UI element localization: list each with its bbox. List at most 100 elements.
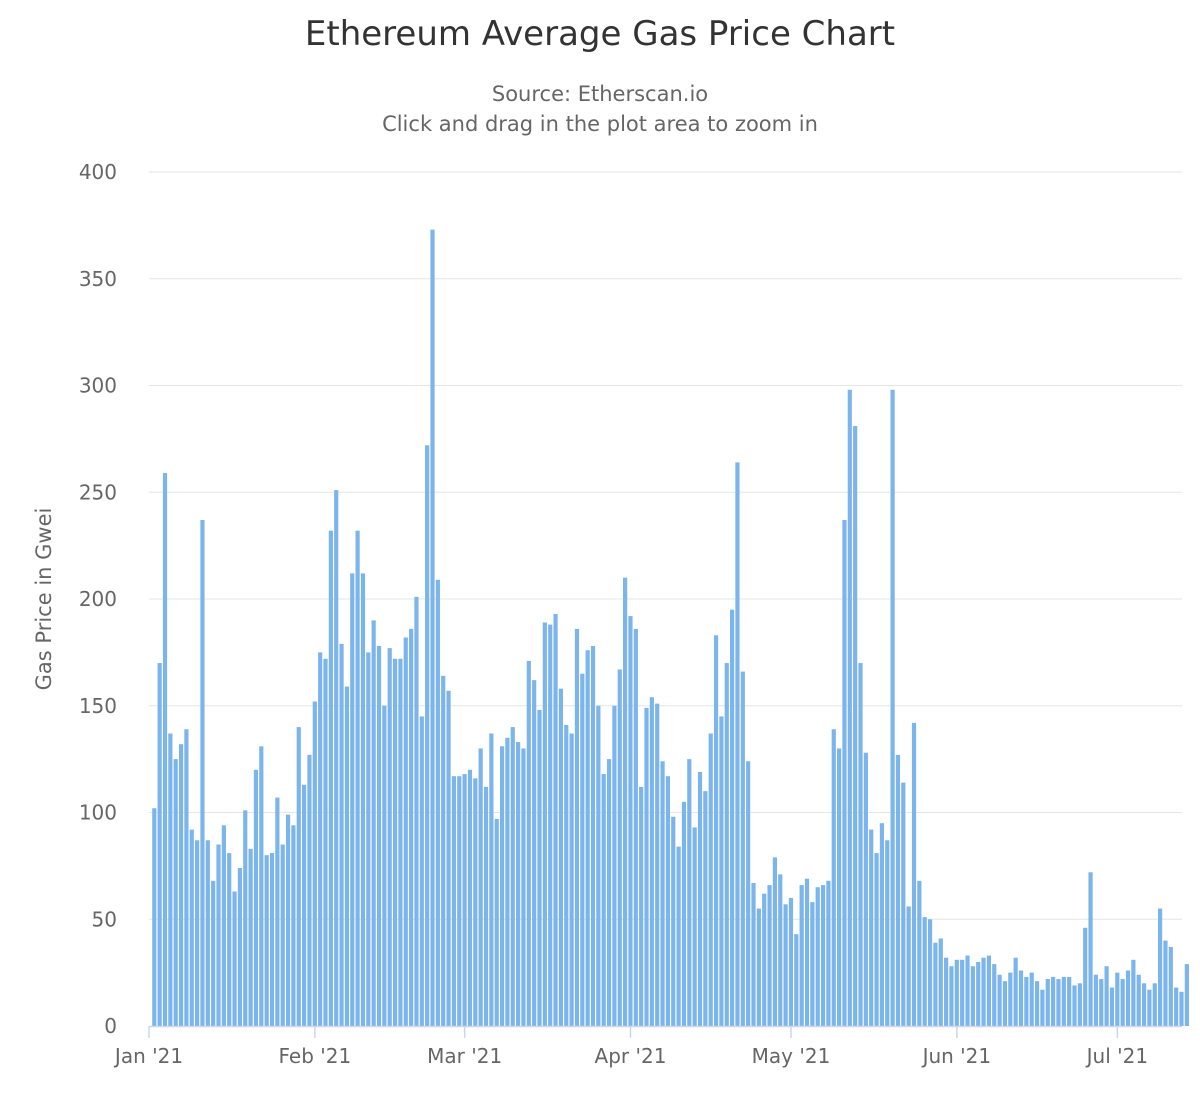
bar[interactable]: 2021-01-12: 68 [211,880,216,1026]
bar[interactable]: 2021-01-29: 113 [302,784,307,1026]
bar[interactable]: 2021-06-08: 24 [997,974,1002,1026]
bar[interactable]: 2021-02-19: 201 [414,596,419,1026]
bar[interactable]: 2021-06-16: 17 [1040,989,1045,1026]
bar[interactable]: 2021-06-22: 19 [1072,985,1077,1026]
bar[interactable]: 2021-07-08: 55 [1158,908,1163,1026]
bar[interactable]: 2021-05-19: 298 [890,389,895,1026]
bar[interactable]: 2021-07-10: 37 [1168,947,1173,1026]
bar[interactable]: 2021-05-03: 69 [804,878,810,1026]
bar[interactable]: 2021-05-29: 32 [944,957,949,1026]
bar[interactable]: 2021-06-30: 25 [1115,972,1120,1026]
bar[interactable]: 2021-01-23: 81 [269,853,275,1026]
bar[interactable]: 2021-07-06: 17 [1147,989,1152,1026]
bar[interactable]: 2021-06-15: 21 [1034,981,1040,1026]
bar[interactable]: 2021-02-09: 212 [360,573,366,1026]
bar[interactable]: 2021-05-15: 92 [869,829,874,1026]
bar[interactable]: 2021-05-27: 39 [933,942,938,1026]
bar[interactable]: 2021-06-13: 23 [1024,976,1029,1026]
bar[interactable]: 2021-04-21: 166 [740,671,745,1026]
bar[interactable]: 2021-04-22: 124 [746,761,751,1026]
bar[interactable]: 2021-02-02: 172 [323,658,328,1026]
bar[interactable]: 2021-03-27: 125 [606,759,612,1026]
bar[interactable]: 2021-03-21: 186 [574,628,580,1026]
bar[interactable]: 2021-07-13: 29 [1184,964,1189,1026]
bar[interactable]: 2021-06-26: 24 [1093,974,1099,1026]
bar[interactable]: 2021-01-09: 87 [195,840,200,1026]
bar[interactable]: 2021-02-21: 272 [425,445,430,1026]
bar[interactable]: 2021-04-29: 57 [783,904,788,1026]
bar[interactable]: 2021-03-16: 188 [548,624,553,1026]
bar[interactable]: 2021-07-03: 31 [1131,959,1136,1026]
bar[interactable]: 2021-04-11: 125 [687,759,692,1026]
bar[interactable]: 2021-07-09: 40 [1163,940,1168,1026]
bar[interactable]: 2021-04-09: 84 [676,846,681,1026]
bar[interactable]: 2021-05-09: 130 [837,748,842,1026]
bar[interactable]: 2021-05-30: 28 [949,966,954,1026]
bar[interactable]: 2021-01-15: 81 [227,853,232,1026]
bar[interactable]: 2021-06-27: 22 [1099,979,1104,1026]
bar[interactable]: 2021-02-16: 172 [398,658,403,1026]
bar[interactable]: 2021-06-04: 30 [976,961,981,1026]
bar[interactable]: 2021-07-07: 20 [1152,983,1157,1026]
bar[interactable]: 2021-06-19: 22 [1056,979,1061,1026]
bar[interactable]: 2021-06-12: 26 [1018,970,1024,1026]
bar[interactable]: 2021-05-12: 281 [853,426,858,1026]
bar[interactable]: 2021-03-25: 150 [596,705,601,1026]
bar[interactable]: 2021-05-16: 81 [874,853,879,1026]
bar[interactable]: 2021-07-01: 22 [1120,979,1125,1026]
bar[interactable]: 2021-04-04: 154 [649,697,654,1026]
bar[interactable]: 2021-03-03: 130 [478,748,483,1026]
bar[interactable]: 2021-01-28: 140 [296,727,301,1026]
bar[interactable]: 2021-02-11: 190 [371,620,376,1026]
bar[interactable]: 2021-03-29: 167 [617,669,622,1026]
bar[interactable]: 2021-05-26: 50 [927,919,933,1026]
bar[interactable]: 2021-06-20: 23 [1061,976,1066,1026]
bar[interactable]: 2021-04-26: 66 [767,885,772,1026]
bar[interactable]: 2021-05-04: 58 [810,902,815,1026]
bar[interactable]: 2021-02-28: 118 [462,774,467,1026]
bar[interactable]: 2021-01-24: 107 [275,797,280,1026]
bar[interactable]: 2021-06-06: 33 [986,955,992,1026]
bar[interactable]: 2021-06-05: 32 [981,957,986,1026]
bar[interactable]: 2021-01-13: 85 [216,844,221,1026]
bar[interactable]: 2021-03-12: 171 [526,660,531,1026]
bar[interactable]: 2021-03-04: 112 [483,786,489,1026]
bar[interactable]: 2021-01-02: 170 [157,663,162,1026]
bar[interactable]: 2021-05-13: 170 [858,663,863,1026]
bar[interactable]: 2021-03-11: 130 [521,748,526,1026]
bar[interactable]: 2021-05-24: 68 [917,880,922,1026]
bar[interactable]: 2021-02-25: 157 [446,690,451,1026]
bar[interactable]: 2021-05-02: 66 [799,885,804,1026]
bar[interactable]: 2021-03-05: 137 [489,733,494,1026]
bar[interactable]: 2021-05-23: 142 [911,722,917,1026]
bar[interactable]: 2021-01-21: 131 [259,746,264,1026]
bar[interactable]: 2021-06-02: 33 [965,955,970,1026]
bar[interactable]: 2021-03-22: 165 [580,673,585,1026]
bar[interactable]: 2021-03-01: 120 [467,769,473,1026]
bar[interactable]: 2021-02-17: 182 [403,637,408,1026]
bar[interactable]: 2021-03-23: 176 [585,650,590,1026]
bar[interactable]: 2021-02-04: 251 [334,490,339,1026]
bar[interactable]: 2021-05-17: 95 [879,823,885,1026]
bar[interactable]: 2021-01-25: 85 [280,844,285,1026]
bar[interactable]: 2021-04-23: 67 [751,882,756,1026]
bar[interactable]: 2021-05-25: 51 [922,917,927,1026]
bar[interactable]: 2021-05-20: 127 [895,754,901,1026]
bar[interactable]: 2021-05-07: 68 [826,880,831,1026]
bar[interactable]: 2021-04-28: 71 [778,874,783,1026]
bar[interactable]: 2021-06-01: 31 [960,959,965,1026]
bar[interactable]: 2021-06-18: 23 [1051,976,1056,1026]
bar[interactable]: 2021-04-07: 117 [665,776,671,1026]
bar[interactable]: 2021-04-03: 149 [644,707,649,1026]
bar[interactable]: 2021-01-03: 259 [162,473,168,1026]
bar[interactable]: 2021-03-08: 135 [505,737,510,1026]
bar[interactable]: 2021-05-31: 31 [954,959,959,1026]
bar[interactable]: 2021-06-10: 25 [1008,972,1013,1026]
bar[interactable]: 2021-03-07: 131 [499,746,505,1026]
bar[interactable]: 2021-05-21: 114 [901,782,906,1026]
bar[interactable]: 2021-02-05: 179 [339,643,344,1026]
bar[interactable]: 2021-02-15: 172 [392,658,398,1026]
bar[interactable]: 2021-05-22: 56 [906,906,911,1026]
bar[interactable]: 2021-02-08: 232 [355,530,360,1026]
